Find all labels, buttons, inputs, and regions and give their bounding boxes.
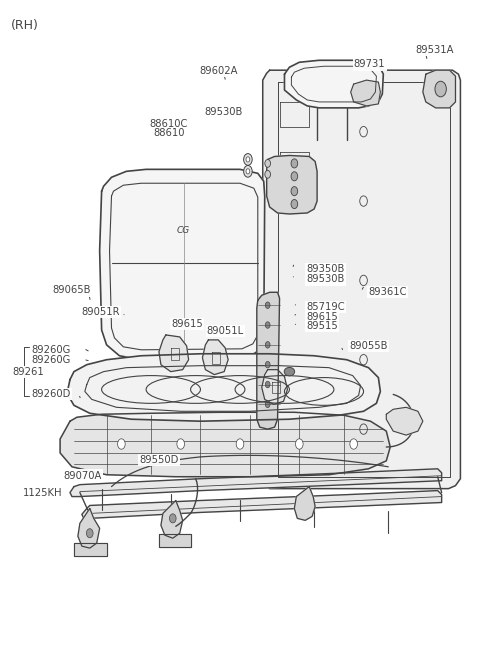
Text: 89361C: 89361C (368, 287, 407, 297)
Polygon shape (70, 469, 442, 496)
Circle shape (265, 381, 270, 388)
Text: 89531A: 89531A (416, 45, 454, 55)
Polygon shape (159, 335, 189, 371)
Polygon shape (262, 369, 288, 404)
Circle shape (118, 439, 125, 449)
Polygon shape (294, 487, 315, 520)
Text: 89615: 89615 (306, 312, 338, 322)
Text: 89260G: 89260G (31, 355, 71, 365)
Polygon shape (159, 534, 191, 547)
Circle shape (265, 401, 270, 407)
Circle shape (244, 166, 252, 178)
Polygon shape (263, 70, 460, 489)
Polygon shape (161, 500, 183, 538)
Circle shape (265, 170, 271, 178)
Polygon shape (257, 292, 279, 429)
Circle shape (265, 362, 270, 368)
Polygon shape (203, 340, 228, 375)
Text: 89051L: 89051L (207, 326, 244, 337)
Circle shape (291, 187, 298, 196)
Polygon shape (67, 354, 380, 421)
Text: (RH): (RH) (12, 19, 39, 32)
Circle shape (246, 169, 250, 174)
Text: 89530B: 89530B (204, 107, 243, 117)
Text: 89261: 89261 (12, 367, 44, 377)
Polygon shape (351, 80, 380, 106)
Text: 89602A: 89602A (200, 66, 238, 76)
Circle shape (244, 153, 252, 165)
Text: 89260G: 89260G (31, 345, 71, 354)
Text: 89530B: 89530B (306, 274, 345, 284)
Polygon shape (100, 170, 264, 360)
Text: CG: CG (177, 227, 190, 235)
Polygon shape (60, 412, 390, 477)
Text: 89515: 89515 (306, 321, 338, 331)
Circle shape (435, 81, 446, 97)
Polygon shape (74, 543, 107, 556)
Circle shape (169, 514, 176, 523)
Circle shape (350, 439, 358, 449)
Polygon shape (285, 60, 384, 108)
Text: 85719C: 85719C (306, 302, 345, 312)
Text: 89615: 89615 (171, 318, 203, 329)
Circle shape (265, 342, 270, 348)
Text: 1125KH: 1125KH (23, 488, 62, 498)
Circle shape (265, 302, 270, 309)
Text: 89055B: 89055B (349, 341, 388, 350)
Polygon shape (386, 407, 423, 435)
Text: 89260D: 89260D (31, 389, 71, 399)
Circle shape (265, 322, 270, 328)
Polygon shape (423, 70, 456, 108)
Text: 88610C: 88610C (150, 119, 188, 128)
Polygon shape (78, 508, 100, 548)
Polygon shape (267, 155, 317, 214)
Polygon shape (82, 491, 442, 518)
Circle shape (265, 160, 271, 167)
Circle shape (296, 439, 303, 449)
Circle shape (236, 439, 244, 449)
Ellipse shape (284, 367, 295, 376)
Circle shape (246, 157, 250, 162)
Circle shape (291, 200, 298, 208)
Text: 89070A: 89070A (63, 470, 102, 481)
Circle shape (177, 439, 184, 449)
Circle shape (291, 172, 298, 181)
Text: 89350B: 89350B (306, 264, 345, 274)
Circle shape (291, 159, 298, 168)
Circle shape (86, 529, 93, 538)
Text: 89051R: 89051R (81, 307, 120, 317)
Text: 89731: 89731 (354, 60, 385, 69)
Text: 88610: 88610 (154, 128, 185, 138)
Text: 89550D: 89550D (139, 455, 179, 465)
Text: 89065B: 89065B (53, 286, 91, 295)
